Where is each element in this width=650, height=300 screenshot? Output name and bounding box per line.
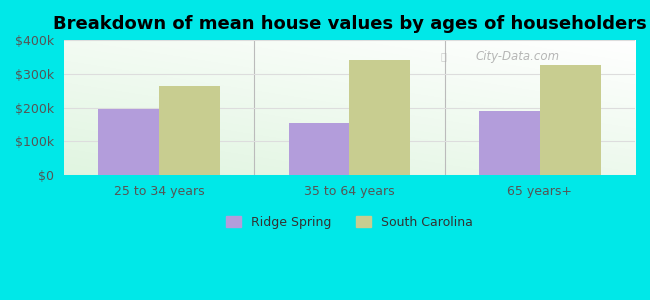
- Bar: [98, 109, 159, 175]
- Bar: [289, 123, 350, 175]
- Legend: Ridge Spring, South Carolina: Ridge Spring, South Carolina: [221, 211, 478, 234]
- Bar: [479, 111, 540, 175]
- Text: City-Data.com: City-Data.com: [475, 50, 559, 63]
- Bar: [159, 85, 220, 175]
- Bar: [540, 65, 601, 175]
- Bar: [350, 60, 410, 175]
- Title: Breakdown of mean house values by ages of householders: Breakdown of mean house values by ages o…: [53, 15, 646, 33]
- Text: 🔍: 🔍: [441, 51, 447, 61]
